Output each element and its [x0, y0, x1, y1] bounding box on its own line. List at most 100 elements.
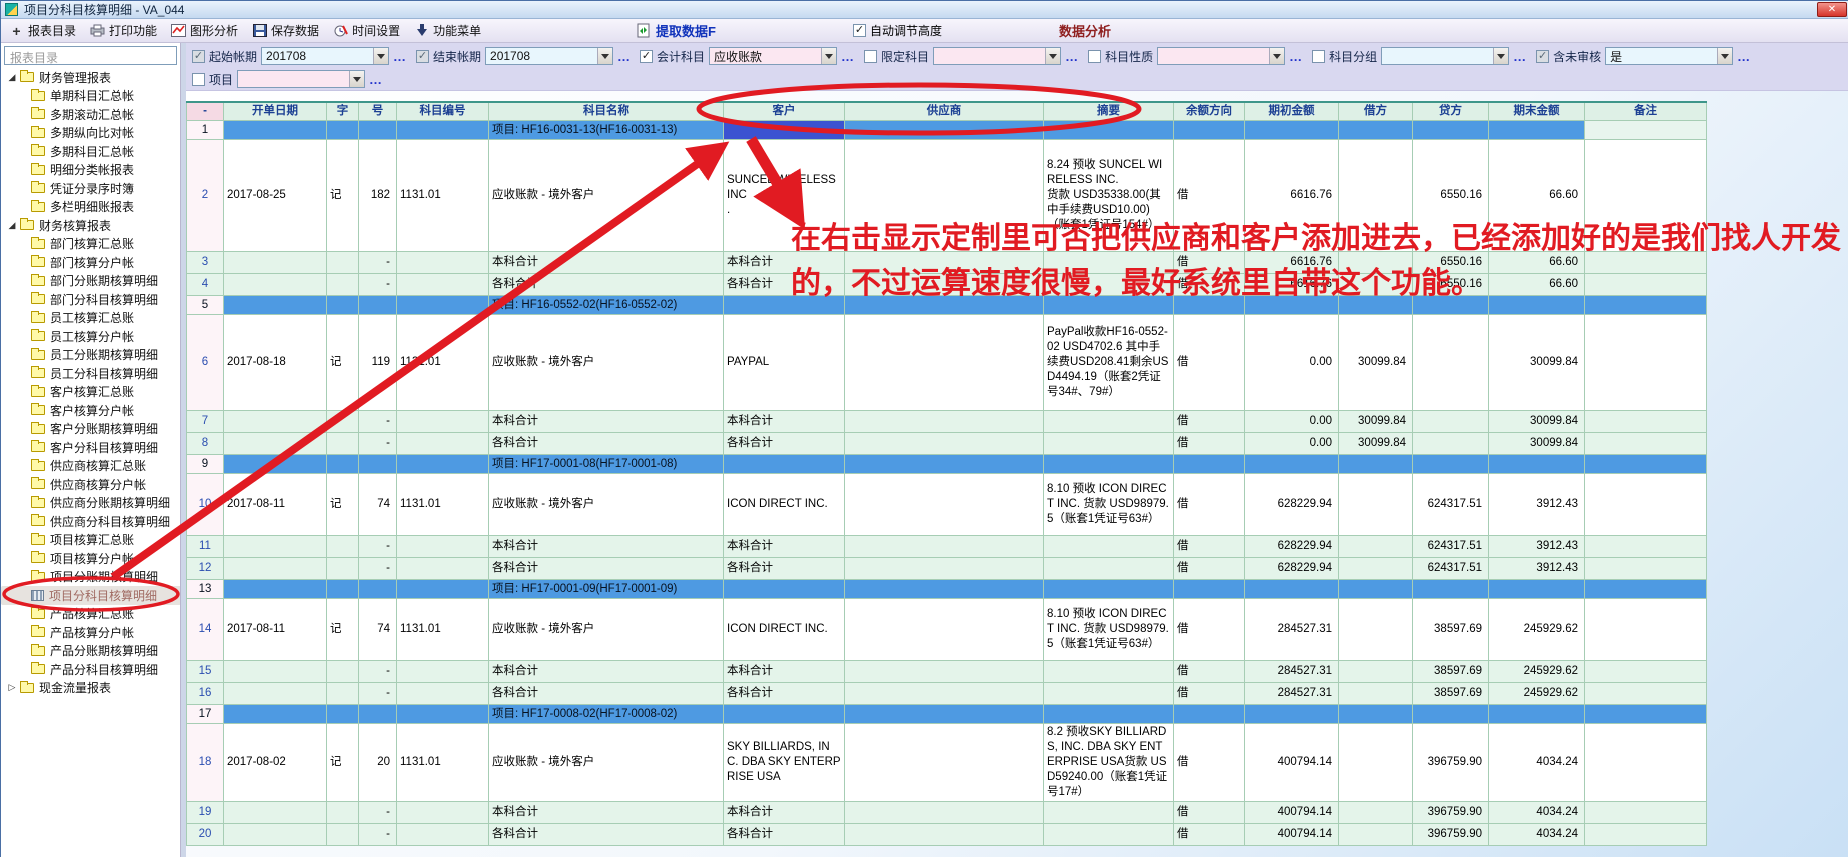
- cell-code[interactable]: 1131.01: [396, 598, 489, 661]
- cell-code[interactable]: [396, 273, 489, 296]
- sidebar-item[interactable]: 凭证分录序时簿: [1, 179, 180, 198]
- cell-end[interactable]: [1488, 579, 1585, 599]
- cell-hao[interactable]: [358, 454, 397, 474]
- cell-end[interactable]: 245929.62: [1488, 660, 1585, 683]
- cell-supplier[interactable]: [844, 723, 1044, 802]
- cell-supplier[interactable]: [844, 410, 1044, 433]
- cell-credit[interactable]: [1412, 454, 1489, 474]
- cell-credit[interactable]: [1412, 704, 1489, 724]
- cell-credit[interactable]: 624317.51: [1412, 535, 1489, 558]
- cell-summary[interactable]: [1043, 273, 1174, 296]
- cell-hao[interactable]: -: [358, 660, 397, 683]
- cell-date[interactable]: [223, 295, 327, 315]
- cell-debit[interactable]: 30099.84: [1338, 314, 1413, 411]
- cell-credit[interactable]: 6550.16: [1412, 273, 1489, 296]
- cell-begin[interactable]: [1244, 704, 1339, 724]
- more-button[interactable]: …: [1513, 48, 1528, 64]
- sidebar-item[interactable]: 多期纵向比对帐: [1, 124, 180, 143]
- cell-name[interactable]: 项目: HF17-0001-09(HF17-0001-09): [488, 579, 724, 599]
- sidebar-item[interactable]: 多栏明细账报表: [1, 198, 180, 217]
- collapse-icon[interactable]: ◢: [8, 71, 16, 82]
- cell-code[interactable]: [396, 432, 489, 455]
- cell-code[interactable]: [396, 535, 489, 558]
- cell-hao[interactable]: -: [358, 273, 397, 296]
- cell-zi[interactable]: [326, 704, 359, 724]
- filter-combobox[interactable]: 201708: [261, 47, 390, 65]
- cell-credit[interactable]: 624317.51: [1412, 473, 1489, 536]
- cell-end[interactable]: 3912.43: [1488, 473, 1585, 536]
- cell-num[interactable]: 8: [186, 432, 224, 455]
- sidebar-item[interactable]: 员工分账期核算明细: [1, 346, 180, 365]
- cell-zi[interactable]: [326, 579, 359, 599]
- cell-zi[interactable]: 记: [326, 723, 359, 802]
- cell-note[interactable]: [1584, 801, 1707, 824]
- cell-customer[interactable]: ICON DIRECT INC.: [723, 598, 845, 661]
- sidebar-item[interactable]: 产品核算汇总账: [1, 605, 180, 624]
- cell-supplier[interactable]: [844, 704, 1044, 724]
- cell-code[interactable]: [396, 823, 489, 846]
- cell-hao[interactable]: -: [358, 801, 397, 824]
- cell-date[interactable]: [223, 660, 327, 683]
- cell-credit[interactable]: [1412, 120, 1489, 140]
- cell-name[interactable]: 项目: HF16-0031-13(HF16-0031-13): [488, 120, 724, 140]
- cell-hao[interactable]: -: [358, 535, 397, 558]
- cell-zi[interactable]: [326, 454, 359, 474]
- toolbar-button[interactable]: 保存数据: [252, 22, 319, 39]
- sidebar-item[interactable]: 供应商核算汇总账: [1, 457, 180, 476]
- cell-end[interactable]: 245929.62: [1488, 598, 1585, 661]
- cell-begin[interactable]: [1244, 454, 1339, 474]
- sidebar-item[interactable]: ▷ 现金流量报表: [1, 679, 180, 698]
- cell-num[interactable]: 6: [186, 314, 224, 411]
- cell-customer[interactable]: 本科合计: [723, 660, 845, 683]
- cell-date[interactable]: [223, 801, 327, 824]
- column-header-note[interactable]: 备注: [1584, 101, 1707, 121]
- cell-num[interactable]: 4: [186, 273, 224, 296]
- cell-debit[interactable]: [1338, 723, 1413, 802]
- sidebar-item[interactable]: ◢ 财务核算报表: [1, 216, 180, 235]
- cell-zi[interactable]: [326, 432, 359, 455]
- cell-hao[interactable]: 182: [358, 139, 397, 252]
- cell-num[interactable]: 15: [186, 660, 224, 683]
- sidebar-item[interactable]: 客户核算分户帐: [1, 401, 180, 420]
- cell-credit[interactable]: [1412, 314, 1489, 411]
- cell-supplier[interactable]: [844, 535, 1044, 558]
- column-header-begin[interactable]: 期初金额: [1244, 101, 1339, 121]
- cell-end[interactable]: [1488, 295, 1585, 315]
- more-button[interactable]: …: [841, 48, 856, 64]
- cell-end[interactable]: 3912.43: [1488, 557, 1585, 580]
- column-header-code[interactable]: 科目编号: [396, 101, 489, 121]
- cell-name[interactable]: 应收账款 - 境外客户: [488, 139, 724, 252]
- sidebar-item[interactable]: 供应商分科目核算明细: [1, 512, 180, 531]
- filter-combobox[interactable]: [1157, 47, 1286, 65]
- cell-customer[interactable]: 本科合计: [723, 535, 845, 558]
- cell-debit[interactable]: [1338, 454, 1413, 474]
- cell-zi[interactable]: [326, 410, 359, 433]
- cell-zi[interactable]: [326, 682, 359, 705]
- sidebar-item[interactable]: 供应商核算分户帐: [1, 475, 180, 494]
- cell-num[interactable]: 18: [186, 723, 224, 802]
- cell-dir[interactable]: [1173, 579, 1245, 599]
- cell-begin[interactable]: 284527.31: [1244, 660, 1339, 683]
- cell-num[interactable]: 12: [186, 557, 224, 580]
- cell-summary[interactable]: [1043, 704, 1174, 724]
- column-header-zi[interactable]: 字: [326, 101, 359, 121]
- column-header-supplier[interactable]: 供应商: [844, 101, 1044, 121]
- cell-dir[interactable]: 借: [1173, 273, 1245, 296]
- extract-data-button[interactable]: 提取数据F: [636, 21, 716, 40]
- cell-supplier[interactable]: [844, 120, 1044, 140]
- sidebar-item[interactable]: 部门分科目核算明细: [1, 290, 180, 309]
- cell-summary[interactable]: [1043, 410, 1174, 433]
- cell-debit[interactable]: [1338, 535, 1413, 558]
- cell-hao[interactable]: [358, 704, 397, 724]
- cell-num[interactable]: 16: [186, 682, 224, 705]
- cell-code[interactable]: 1131.01: [396, 139, 489, 252]
- cell-debit[interactable]: [1338, 660, 1413, 683]
- cell-customer[interactable]: [723, 454, 845, 474]
- cell-note[interactable]: [1584, 535, 1707, 558]
- toolbar-button[interactable]: 时间设置: [333, 22, 400, 39]
- cell-name[interactable]: 各科合计: [488, 557, 724, 580]
- filter-combobox[interactable]: 应收账款: [709, 47, 838, 65]
- cell-customer[interactable]: PAYPAL: [723, 314, 845, 411]
- cell-date[interactable]: 2017-08-25: [223, 139, 327, 252]
- cell-date[interactable]: [223, 432, 327, 455]
